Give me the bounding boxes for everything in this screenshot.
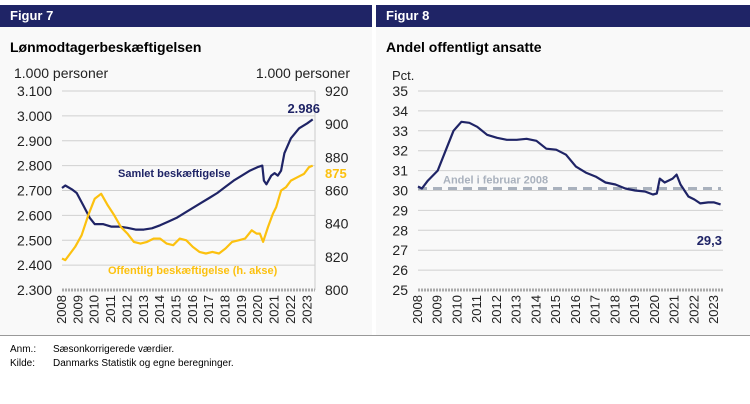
- x-tick-label: 2014: [528, 295, 543, 324]
- y-tick-label: 29: [392, 202, 408, 218]
- x-tick-label: 2008: [54, 295, 69, 324]
- y-tick-label: 26: [392, 262, 408, 278]
- figure-label: Figur 8: [376, 5, 750, 27]
- x-tick-label: 2009: [430, 295, 445, 324]
- x-tick-label: 2020: [647, 295, 662, 324]
- x-tick-label: 2018: [607, 295, 622, 324]
- note-anm: Anm.: Sæsonkorrigerede værdier.: [10, 344, 174, 355]
- x-tick-label: 2015: [168, 295, 183, 324]
- note-key: Kilde:: [10, 358, 36, 369]
- y-tick-label: 27: [392, 242, 408, 258]
- series-label: Samlet beskæftigelse: [118, 168, 231, 180]
- x-tick-label: 2010: [449, 295, 464, 324]
- x-tick-label: 2018: [218, 295, 233, 324]
- y-right-tick-label: 840: [325, 216, 349, 232]
- y-tick-label: 2.800: [17, 158, 52, 174]
- y-tick-label: 3.000: [17, 108, 52, 124]
- y-tick-label: 31: [392, 163, 408, 179]
- y-right-tick-label: 900: [325, 116, 349, 132]
- x-tick-label: 2011: [103, 295, 118, 323]
- end-value-label: 29,3: [697, 233, 722, 248]
- figure-7-panel: Figur 7 Lønmodtagerbeskæftigelsen: [0, 5, 372, 335]
- y-tick-label: 32: [392, 143, 408, 159]
- x-tick-label: 2013: [509, 295, 524, 324]
- divider: [0, 335, 750, 336]
- y-tick-label: 28: [392, 222, 408, 238]
- series-line: [417, 120, 721, 206]
- end-value-label: 875: [325, 166, 347, 181]
- x-tick-label: 2015: [548, 295, 563, 324]
- chart-title: Andel offentligt ansatte: [386, 39, 542, 55]
- x-tick-label: 2023: [299, 295, 314, 324]
- x-tick-label: 2023: [706, 295, 721, 324]
- x-tick-label: 2022: [283, 295, 298, 324]
- y-right-tick-label: 860: [325, 183, 349, 199]
- y-right-tick-label: 800: [325, 282, 349, 298]
- x-tick-label: 2009: [70, 295, 85, 324]
- y-tick-label: 3.100: [17, 83, 52, 99]
- x-tick-label: 2016: [568, 295, 583, 324]
- y-tick-label: 2.300: [17, 282, 52, 298]
- chart-title: Lønmodtagerbeskæftigelsen: [10, 39, 202, 55]
- series-line: [61, 164, 314, 262]
- y-tick-label: 2.400: [17, 257, 52, 273]
- x-tick-label: 2012: [489, 295, 504, 324]
- reference-line-label: Andel i februar 2008: [443, 175, 548, 187]
- figure-label: Figur 7: [0, 5, 372, 27]
- series-label: Offentlig beskæftigelse (h. akse): [108, 265, 278, 277]
- y-tick-label: 2.900: [17, 133, 52, 149]
- x-tick-label: 2012: [119, 295, 134, 324]
- note-text: Danmarks Statistik og egne beregninger.: [53, 358, 234, 369]
- x-tick-label: 2022: [686, 295, 701, 324]
- y-right-axis-label: 1.000 personer: [256, 65, 351, 81]
- y-axis-label: Pct.: [392, 68, 414, 83]
- y-right-tick-label: 920: [325, 83, 349, 99]
- y-tick-label: 33: [392, 123, 408, 139]
- x-tick-label: 2021: [667, 295, 682, 324]
- x-tick-label: 2010: [87, 295, 102, 324]
- y-tick-label: 35: [392, 83, 408, 99]
- note-kilde: Kilde: Danmarks Statistik og egne beregni…: [10, 358, 234, 369]
- x-tick-label: 2017: [588, 295, 603, 324]
- y-tick-label: 2.500: [17, 232, 52, 248]
- x-tick-label: 2021: [267, 295, 282, 324]
- x-tick-label: 2014: [152, 295, 167, 324]
- x-tick-label: 2016: [185, 295, 200, 324]
- x-tick-label: 2011: [469, 295, 484, 323]
- x-tick-label: 2019: [234, 295, 249, 324]
- y-tick-label: 2.600: [17, 207, 52, 223]
- x-tick-label: 2020: [250, 295, 265, 324]
- y-axis-label: 1.000 personer: [14, 65, 109, 81]
- series-line: [61, 118, 314, 231]
- y-right-tick-label: 820: [325, 249, 349, 265]
- x-tick-label: 2013: [136, 295, 151, 324]
- note-text: Sæsonkorrigerede værdier.: [53, 344, 175, 355]
- y-tick-label: 2.700: [17, 183, 52, 199]
- y-right-tick-label: 880: [325, 149, 349, 165]
- y-tick-label: 30: [392, 183, 408, 199]
- x-tick-label: 2008: [410, 295, 425, 324]
- y-tick-label: 34: [392, 103, 408, 119]
- y-tick-label: 25: [392, 282, 408, 298]
- note-key: Anm.:: [10, 344, 37, 355]
- x-tick-label: 2017: [201, 295, 216, 324]
- end-value-label: 2.986: [287, 101, 320, 116]
- x-tick-label: 2019: [627, 295, 642, 324]
